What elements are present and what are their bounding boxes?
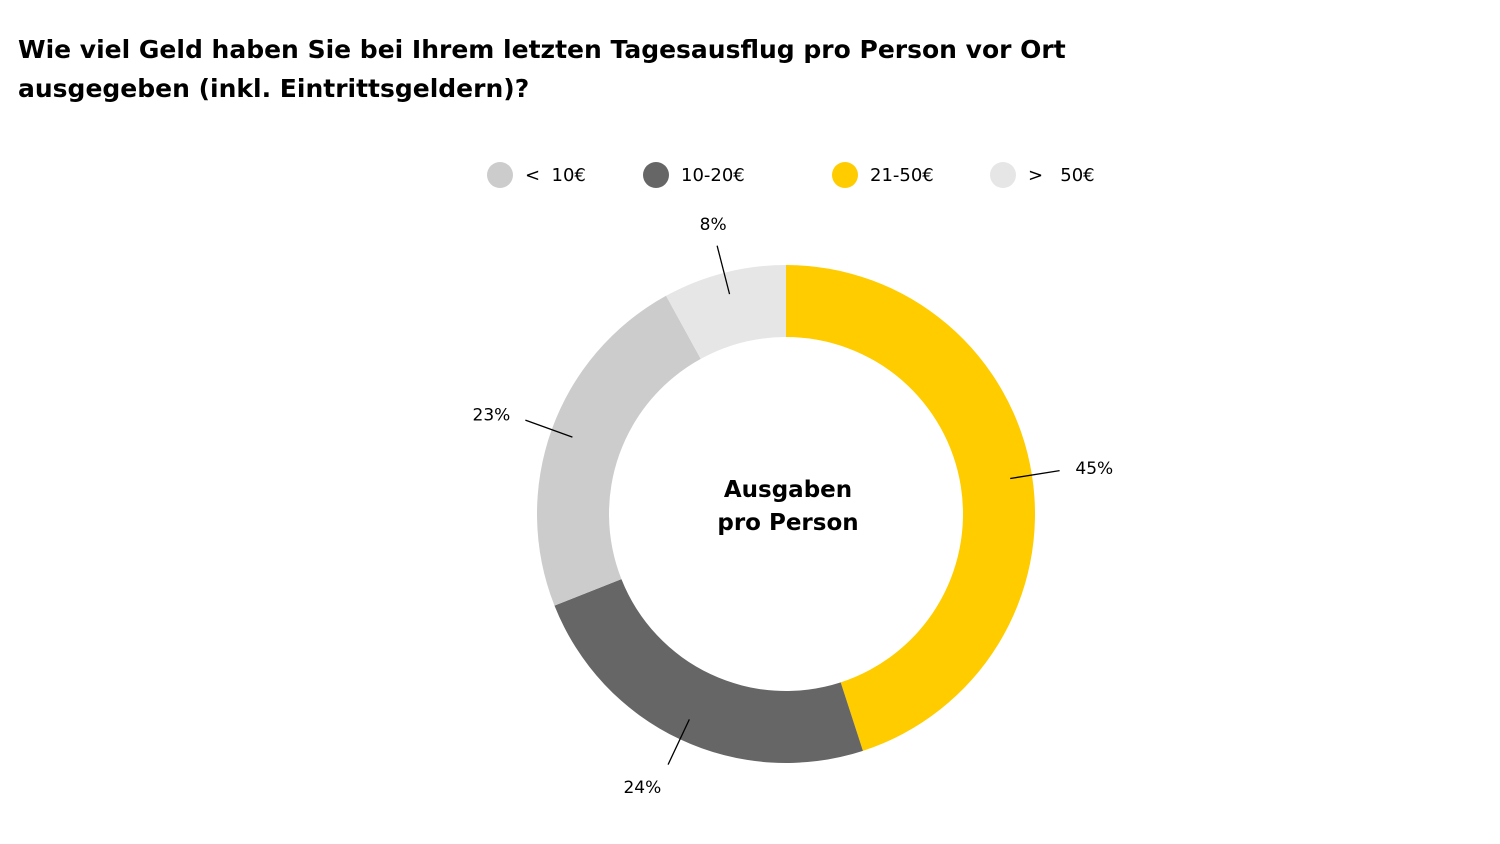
- data-label-1: 24%: [623, 778, 661, 798]
- chart-title: Wie viel Geld haben Sie bei Ihrem letzte…: [18, 35, 1066, 103]
- data-label-3: 8%: [700, 215, 727, 235]
- leader-line-2: [525, 419, 573, 438]
- center-label-line1: Ausgaben: [723, 477, 853, 503]
- data-label-0: 45%: [1075, 459, 1113, 479]
- center-label-line2: pro Person: [717, 510, 859, 536]
- leader-line-1: [667, 719, 690, 765]
- leader-line-0: [1010, 470, 1060, 480]
- data-label-2: 23%: [473, 406, 511, 426]
- donut-center-label: Ausgaben pro Person: [688, 474, 888, 540]
- donut-slice-1: [554, 579, 863, 763]
- leader-line-3: [716, 245, 731, 295]
- donut-slice-0: [786, 265, 1035, 751]
- donut-slice-3: [666, 265, 786, 359]
- donut-slice-2: [537, 295, 701, 606]
